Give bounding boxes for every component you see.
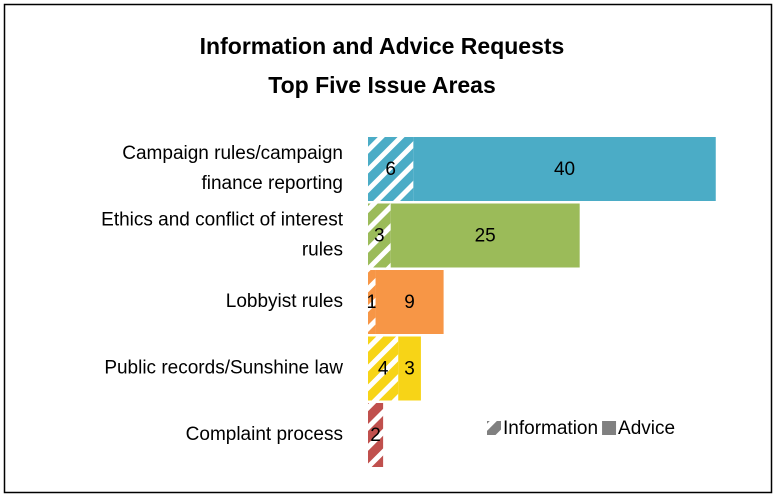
- data-label: 4: [378, 359, 389, 380]
- y-tick-label: Public records/Sunshine law: [104, 358, 343, 379]
- bar-segment: [413, 137, 716, 201]
- chart-title: Top Five Issue Areas: [268, 72, 496, 98]
- y-tick-label: Campaign rules/campaign: [122, 143, 343, 164]
- legend-label: Information: [503, 418, 598, 439]
- bar-segment: [368, 137, 414, 201]
- chart-title: Information and Advice Requests: [200, 33, 565, 59]
- data-label: 6: [385, 159, 396, 180]
- bar-segment: [398, 336, 421, 401]
- y-tick-label: finance reporting: [201, 173, 343, 194]
- data-label: 25: [475, 226, 496, 247]
- bar-segment: [368, 403, 384, 467]
- data-label: 3: [374, 226, 385, 247]
- y-tick-label: Lobbyist rules: [226, 291, 343, 312]
- bar-segment: [368, 203, 391, 268]
- y-tick-label: rules: [302, 240, 343, 261]
- data-label: 40: [554, 159, 575, 180]
- data-label: 1: [366, 292, 377, 313]
- data-label: 2: [370, 425, 381, 446]
- legend-swatch: [487, 421, 501, 435]
- legend-label: Advice: [618, 418, 675, 439]
- y-tick-label: Ethics and conflict of interest: [101, 210, 344, 231]
- legend-swatch: [602, 421, 617, 435]
- y-tick-label: Complaint process: [186, 424, 343, 445]
- bar-segment: [390, 203, 580, 268]
- bar-segment: [368, 336, 399, 401]
- data-label: 3: [404, 359, 415, 380]
- bar-segment: [368, 270, 376, 334]
- data-label: 9: [404, 292, 415, 313]
- bar-segment: [375, 270, 444, 334]
